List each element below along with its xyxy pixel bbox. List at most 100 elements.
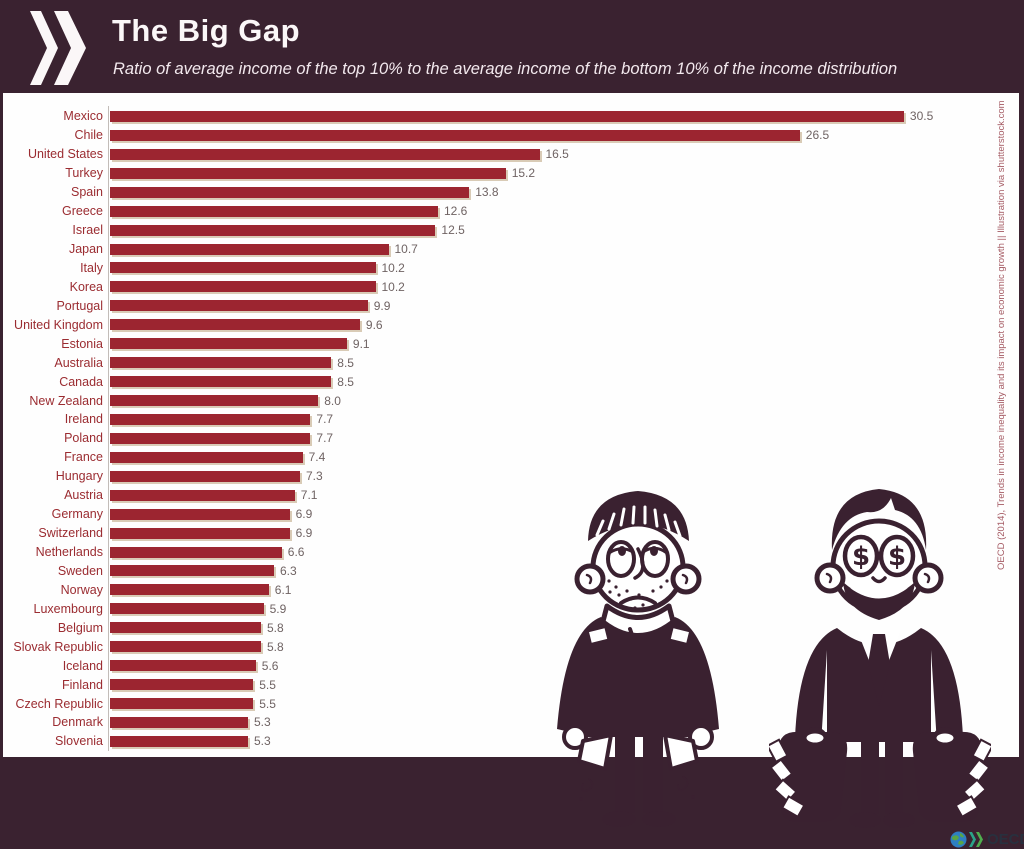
bar <box>110 319 360 331</box>
bar <box>110 584 269 596</box>
rich-man-illustration: $ $ <box>769 489 991 828</box>
value-label: 30.5 <box>909 109 934 124</box>
country-label: Finland <box>62 677 103 692</box>
value-label: 7.1 <box>300 488 318 503</box>
bar-row: Australia 8.5 <box>3 353 1019 372</box>
bar <box>110 281 376 293</box>
bar-row: United Kingdom 9.6 <box>3 315 1019 334</box>
country-label: Denmark <box>52 715 103 730</box>
bar-row: Japan 10.7 <box>3 240 1019 259</box>
bar-row: France 7.4 <box>3 448 1019 467</box>
oecd-logo: OECD <box>950 829 1024 849</box>
bar <box>110 262 376 274</box>
value-label: 5.5 <box>259 677 276 692</box>
value-label: 6.9 <box>295 526 313 541</box>
bar <box>110 186 470 198</box>
value-label: 8.5 <box>337 374 354 389</box>
country-label: Israel <box>72 223 103 238</box>
bar <box>110 603 264 615</box>
bar-row: Germany 6.9 <box>3 505 1019 524</box>
globe-icon <box>950 831 967 847</box>
value-label: 10.2 <box>381 260 405 275</box>
y-axis-line <box>108 106 109 751</box>
bar <box>110 395 319 407</box>
country-label: Greece <box>62 204 103 219</box>
country-label: Sweden <box>57 563 103 578</box>
poor-man-illustration <box>557 491 719 827</box>
value-label: 7.3 <box>306 469 323 484</box>
value-label: 8.0 <box>324 393 341 408</box>
bar-row: Belgium 5.8 <box>3 618 1019 637</box>
value-label: 9.6 <box>365 317 383 332</box>
bar <box>110 508 290 520</box>
value-label: 7.7 <box>316 412 334 427</box>
bar-row: Netherlands 6.6 <box>3 543 1019 562</box>
value-label: 9.1 <box>352 336 370 351</box>
bar <box>110 489 295 501</box>
bar <box>110 300 368 312</box>
chart-panel: Mexico 30.5 Chile 26.5 United States 16.5 Turk… <box>3 93 1024 848</box>
bar <box>110 110 904 122</box>
country-label: Germany <box>51 507 103 522</box>
country-label: Mexico <box>63 109 103 124</box>
country-label: Slovak Republic <box>13 639 103 654</box>
bar-row: Iceland 5.6 <box>3 656 1019 675</box>
country-label: Slovenia <box>55 734 103 749</box>
bar-row: United States 16.5 <box>3 145 1019 164</box>
country-label: Portugal <box>56 298 103 313</box>
bar <box>110 641 261 653</box>
value-label: 5.8 <box>267 639 284 654</box>
bar-row: Israel 12.5 <box>3 221 1019 240</box>
bar <box>110 622 261 634</box>
attribution-side-text: OECD (2014), Trends in income inequality… <box>996 100 1007 570</box>
country-label: France <box>64 450 103 465</box>
bar <box>110 129 800 141</box>
country-label: Iceland <box>62 658 103 673</box>
bar-chart: Mexico 30.5 Chile 26.5 United States 16.5 Turk… <box>3 107 1019 751</box>
svg-text:$: $ <box>852 542 870 572</box>
bar <box>110 432 311 444</box>
bar-row: Poland 7.7 <box>3 429 1019 448</box>
value-label: 12.5 <box>441 223 465 238</box>
value-label: 7.7 <box>316 431 334 446</box>
bar <box>110 167 506 179</box>
page-title: The Big Gap <box>112 13 301 48</box>
bar-row: Canada 8.5 <box>3 372 1019 391</box>
country-label: United Kingdom <box>14 317 103 332</box>
oecd-chevrons-small-icon <box>969 831 983 847</box>
value-label: 10.2 <box>381 279 405 294</box>
country-label: Ireland <box>64 412 103 427</box>
value-label: 5.5 <box>259 696 276 711</box>
bar <box>110 376 332 388</box>
value-label: 5.6 <box>261 658 279 673</box>
bar <box>110 679 254 691</box>
country-label: United States <box>27 147 103 162</box>
country-label: Italy <box>80 260 103 275</box>
bar <box>110 698 254 710</box>
country-label: Estonia <box>61 336 103 351</box>
country-label: Austria <box>64 488 103 503</box>
bar-row: Turkey 15.2 <box>3 164 1019 183</box>
bar-row: Greece 12.6 <box>3 202 1019 221</box>
value-label: 6.1 <box>274 582 292 597</box>
bar-row: Norway 6.1 <box>3 580 1019 599</box>
bar-row: Korea 10.2 <box>3 277 1019 296</box>
value-label: 5.3 <box>254 734 271 749</box>
bar-row: Slovak Republic 5.8 <box>3 637 1019 656</box>
bar-row: Spain 13.8 <box>3 183 1019 202</box>
country-label: Switzerland <box>38 526 103 541</box>
value-label: 5.3 <box>254 715 271 730</box>
bar <box>110 224 436 236</box>
value-label: 15.2 <box>511 166 536 181</box>
country-label: Netherlands <box>35 545 103 560</box>
bar <box>110 205 438 217</box>
bar-row: Switzerland 6.9 <box>3 524 1019 543</box>
bar-row: Estonia 9.1 <box>3 334 1019 353</box>
bar <box>110 338 347 350</box>
value-label: 26.5 <box>805 128 830 143</box>
bar <box>110 565 274 577</box>
oecd-chevrons-icon <box>30 11 86 85</box>
bar <box>110 470 300 482</box>
value-label: 6.3 <box>280 563 297 578</box>
bar-row: Hungary 7.3 <box>3 467 1019 486</box>
